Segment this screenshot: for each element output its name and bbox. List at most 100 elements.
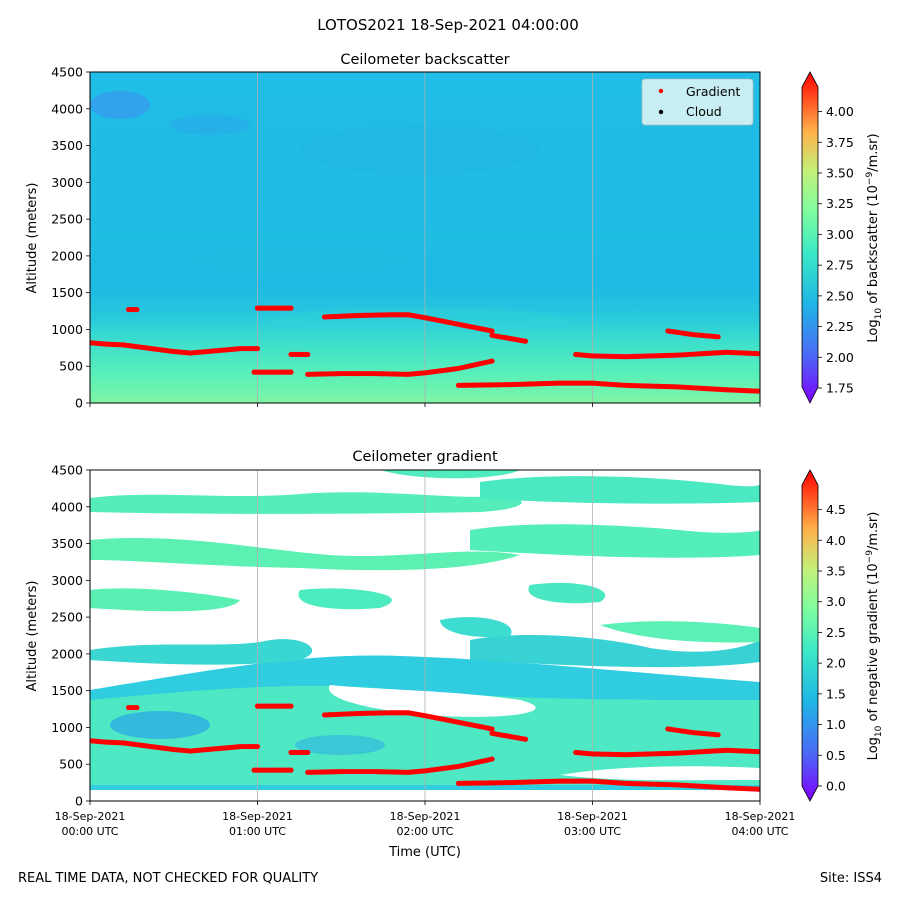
ytick-label-0: 0 [75,794,83,809]
xtick-time-0: 00:00 UTC [61,825,118,838]
ytick-label-5: 2500 [51,610,83,625]
gradient-point-s7-16 [522,338,529,344]
gradient-point-s10-22 [715,334,721,340]
ytick-label-6: 3000 [51,175,83,190]
colorbar-tick-label-1: 0.5 [826,748,846,763]
gradient-point-s7-16 [522,736,529,742]
colorbar-tick-label-0: 1.75 [826,381,854,396]
gradient-point-s2-16 [288,703,294,709]
xtick-time-1: 01:00 UTC [229,825,286,838]
gradient-point-s4-8 [305,749,311,756]
xtick-time-2: 02:00 UTC [396,825,453,838]
ytick-label-2: 1000 [51,720,83,735]
ytick-label-1: 500 [59,757,83,772]
colorbar-tick-label-3: 2.50 [826,288,854,303]
gradient-point-s3-17 [288,767,294,773]
gradient-point-s2-16 [288,305,294,311]
colorbar-tick-label-0: 0.0 [826,779,846,794]
backscatter-gradient-points [90,305,760,394]
xtick-date-0: 18-Sep-2021 [55,810,126,823]
ytick-label-5: 2500 [51,212,83,227]
xtick-date-4: 18-Sep-2021 [725,810,796,823]
colorbar-tick-label-6: 3.25 [826,196,854,211]
ytick-label-8: 4000 [51,101,83,116]
ytick-label-9: 4500 [51,65,83,80]
xtick-date-2: 18-Sep-2021 [390,810,461,823]
gradient-panel: Ceilometer gradient [25,449,884,860]
legend-gradient-label: Gradient [686,84,741,99]
backscatter-panel: Ceilometer backscatter 0 500 1000 1500 2000 2… [25,52,884,411]
colorbar-tick-label-8: 4.0 [826,533,846,548]
gradient-point-s5-83 [489,358,495,364]
ytick-label-7: 3500 [51,536,83,551]
backscatter-xticks [89,403,761,407]
backscatter-colorbar: 1.75 2.00 2.25 2.50 2.75 3.00 3.25 3.50 3.75 4.00… [801,71,884,404]
gradient-xlabel: Time (UTC) [388,845,461,860]
ytick-label-3: 1500 [51,285,83,300]
gradient-colorbar-ticks: 0.0 0.5 1.0 1.5 2.0 2.5 3.0 3.5 4.0 4.5 [818,502,846,794]
ytick-label-1: 500 [59,359,83,374]
gradient-point-s0-80 [254,345,261,352]
ytick-label-0: 0 [75,396,83,411]
footer-site: Site: ISS4 [820,871,882,886]
gradient-xticks: 18-Sep-2021 00:00 UTC 18-Sep-2021 01:00 UTC… [55,801,796,838]
gradient-point-s9-84 [757,351,760,357]
backscatter-colorbar-ticks: 1.75 2.00 2.25 2.50 2.75 3.00 3.25 3.50 3.75 4.00 [818,104,854,396]
colorbar-tick-label-7: 3.5 [826,564,846,579]
legend-gradient-marker [658,88,664,94]
colorbar-tick-label-1: 2.00 [826,350,854,365]
figure-title: LOTOS2021 18-Sep-2021 04:00:00 [317,16,579,34]
xtick-date-3: 18-Sep-2021 [557,810,628,823]
legend-cloud-label: Cloud [686,104,722,119]
colorbar-tick-label-9: 4.5 [826,502,846,517]
ytick-label-7: 3500 [51,138,83,153]
gradient-gradient-points [90,703,760,792]
backscatter-legend: Gradient Cloud [641,78,754,126]
gradient-point-s6-76 [489,726,495,732]
xtick-time-4: 04:00 UTC [731,825,788,838]
legend-cloud-marker [658,109,664,115]
gradient-point-s10-22 [715,732,721,738]
gradient-point-s9-84 [757,749,760,755]
colorbar-tick-label-4: 2.75 [826,258,854,273]
xtick-date-1: 18-Sep-2021 [222,810,293,823]
gradient-point-s1-4 [134,306,140,313]
gradient-point-s6-76 [489,328,495,334]
xtick-time-3: 03:00 UTC [564,825,621,838]
gradient-point-s0-80 [254,743,261,750]
gradient-colorbar-label: Log10 of negative gradient (10−9/m.sr) [865,512,884,761]
backscatter-ylabel: Altitude (meters) [25,183,40,294]
gradient-colorbar: 0.0 0.5 1.0 1.5 2.0 2.5 3.0 3.5 4.0 4.5 Log10 of … [801,469,884,802]
colorbar-tick-label-7: 3.50 [826,166,854,181]
ytick-label-8: 4000 [51,499,83,514]
ytick-label-9: 4500 [51,463,83,478]
colorbar-tick-label-5: 2.5 [826,625,846,640]
colorbar-tick-label-9: 4.00 [826,104,854,119]
gradient-point-s1-4 [134,704,140,711]
gradient-yticks: 0 500 1000 1500 2000 2500 3000 3500 4000 4500 [51,463,90,809]
gradient-point-s8-137 [757,786,760,792]
gradient-point-s4-8 [305,351,311,358]
backscatter-title: Ceilometer backscatter [340,52,509,68]
colorbar-tick-label-8: 3.75 [826,135,854,150]
gradient-title: Ceilometer gradient [352,449,498,465]
colorbar-tick-label-6: 3.0 [826,594,846,609]
ytick-label-4: 2000 [51,646,83,661]
ytick-label-6: 3000 [51,573,83,588]
colorbar-tick-label-2: 2.25 [826,319,854,334]
colorbar-tick-label-2: 1.0 [826,717,846,732]
colorbar-tick-label-4: 2.0 [826,656,846,671]
gradient-point-s5-83 [489,756,495,762]
ytick-label-3: 1500 [51,683,83,698]
gradient-point-s3-17 [288,369,294,375]
footer-quality-note: REAL TIME DATA, NOT CHECKED FOR QUALITY [18,871,318,886]
gradient-ylabel: Altitude (meters) [25,581,40,692]
backscatter-yticks: 0 500 1000 1500 2000 2500 3000 3500 4000 4500 [51,65,90,411]
backscatter-colorbar-label: Log10 of backscatter (10−9/m.sr) [865,133,884,342]
ytick-label-2: 1000 [51,322,83,337]
ytick-label-4: 2000 [51,248,83,263]
gradient-point-s8-137 [757,388,760,394]
colorbar-tick-label-5: 3.00 [826,227,854,242]
colorbar-tick-label-3: 1.5 [826,686,846,701]
